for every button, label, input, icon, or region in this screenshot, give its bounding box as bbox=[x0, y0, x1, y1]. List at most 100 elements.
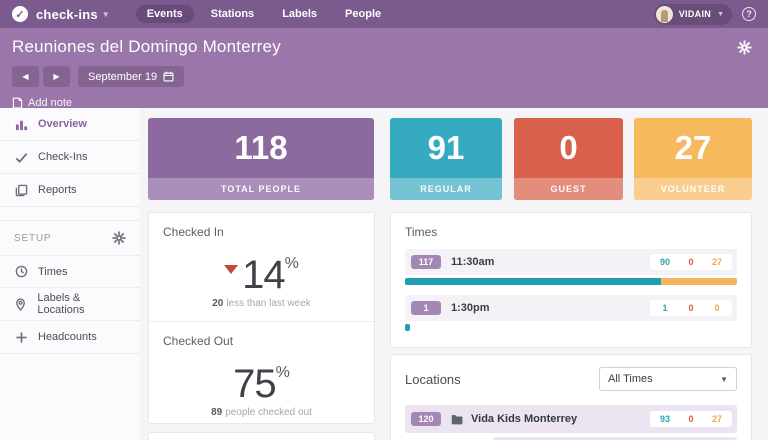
folder-icon bbox=[451, 414, 463, 425]
regular-value: 91 bbox=[427, 129, 465, 166]
add-note-label: Add note bbox=[28, 97, 73, 109]
checked-out-count: 89 people checked out bbox=[211, 407, 312, 418]
time-count-badge: 117 bbox=[411, 255, 441, 269]
time-progress-bar bbox=[405, 324, 410, 331]
user-menu[interactable]: VIDAIN ▼ bbox=[653, 3, 732, 25]
regular-bar-segment bbox=[405, 324, 410, 331]
guest-value: 0 bbox=[559, 129, 578, 166]
sidebar-item-label: Check-Ins bbox=[38, 151, 88, 163]
checked-out-section: Checked Out 75% 89 people checked out bbox=[149, 322, 374, 418]
nav-tab-labels[interactable]: Labels bbox=[282, 8, 318, 20]
nav-tab-events[interactable]: Events bbox=[135, 5, 194, 23]
volunteer-bar-segment bbox=[660, 278, 737, 285]
checked-out-title: Checked Out bbox=[163, 334, 234, 348]
time-row-130pm[interactable]: 1 1:30pm 1 0 0 bbox=[405, 295, 737, 321]
volunteer-count: 27 bbox=[711, 257, 722, 267]
arrow-right-icon: ▶ bbox=[53, 71, 60, 81]
date-label: September 19 bbox=[88, 70, 158, 83]
brand-name[interactable]: check-ins bbox=[36, 6, 98, 22]
sidebar-item-checkins[interactable]: Check-Ins bbox=[0, 141, 140, 174]
select-caret-icon: ▼ bbox=[720, 374, 728, 384]
regular-count: 93 bbox=[659, 414, 670, 424]
setup-gear-icon[interactable] bbox=[112, 231, 126, 245]
event-settings-gear-icon[interactable] bbox=[737, 40, 752, 55]
sidebar-item-label: Headcounts bbox=[38, 331, 97, 343]
guest-count: 0 bbox=[688, 257, 694, 267]
brand-chevron-down-icon[interactable]: ▼ bbox=[101, 9, 110, 19]
checked-in-out-panel: Checked In 14% 20 less than last week Che… bbox=[148, 212, 375, 424]
plus-icon bbox=[14, 331, 28, 344]
sidebar-item-label: Overview bbox=[38, 118, 87, 130]
time-counts: 1 0 0 bbox=[650, 300, 732, 316]
checked-in-title: Checked In bbox=[163, 225, 224, 239]
times-panel: Times 117 11:30am 90 0 27 1 1:30pm 1 bbox=[390, 212, 752, 348]
location-counts: 93 0 27 bbox=[650, 411, 732, 427]
stat-card-guest: 0 GUEST bbox=[514, 118, 623, 200]
guest-count: 0 bbox=[688, 414, 694, 424]
total-people-value: 118 bbox=[234, 129, 288, 166]
guest-label: GUEST bbox=[514, 178, 623, 200]
total-people-label: TOTAL PEOPLE bbox=[148, 178, 374, 200]
checked-in-delta: 20 less than last week bbox=[212, 298, 311, 309]
user-avatar bbox=[655, 5, 673, 23]
nav-tab-stations[interactable]: Stations bbox=[210, 8, 255, 20]
date-picker-button[interactable]: September 19 bbox=[78, 66, 185, 87]
locations-panel: Locations All Times ▼ 120 Vida Kids Mont… bbox=[390, 354, 752, 440]
user-chevron-down-icon: ▼ bbox=[717, 10, 724, 18]
sidebar-item-headcounts[interactable]: Headcounts bbox=[0, 321, 140, 354]
location-name: Vida Kids Monterrey bbox=[471, 413, 578, 425]
times-title: Times bbox=[405, 225, 438, 239]
time-progress-bar bbox=[405, 278, 737, 285]
user-name: VIDAIN bbox=[678, 9, 712, 19]
check-icon bbox=[14, 151, 28, 164]
regular-label: REGULAR bbox=[390, 178, 502, 200]
sidebar-item-labels-locations[interactable]: Labels & Locations bbox=[0, 288, 140, 321]
sidebar-spacer bbox=[0, 207, 140, 221]
add-note-link[interactable]: Add note bbox=[12, 97, 72, 109]
regular-count: 1 bbox=[662, 303, 668, 313]
nav-tab-people[interactable]: People bbox=[345, 8, 382, 20]
trend-down-icon bbox=[224, 265, 239, 274]
sidebar-item-reports[interactable]: Reports bbox=[0, 174, 140, 207]
guest-count: 0 bbox=[688, 303, 694, 313]
sidebar-setup-section: SETUP bbox=[0, 221, 140, 255]
sidebar-item-label: Labels & Locations bbox=[37, 292, 85, 316]
date-controls: ◀ ▶ September 19 bbox=[12, 66, 756, 87]
time-label: 1:30pm bbox=[451, 302, 490, 314]
checked-in-section: Checked In 14% 20 less than last week bbox=[149, 213, 374, 309]
checked-out-percent: 75% bbox=[233, 362, 290, 406]
time-label: 11:30am bbox=[451, 256, 495, 268]
location-row-vida-kids[interactable]: 120 Vida Kids Monterrey 93 0 27 bbox=[405, 405, 737, 433]
checkins-logo-icon[interactable]: ✓ bbox=[12, 6, 28, 22]
location-pin-icon bbox=[14, 297, 27, 311]
top-navbar: ✓ check-ins ▼ Events Stations Labels Peo… bbox=[0, 0, 768, 28]
sidebar-item-overview[interactable]: Overview bbox=[0, 108, 140, 141]
stat-card-regular: 91 REGULAR bbox=[390, 118, 502, 200]
time-counts: 90 0 27 bbox=[650, 254, 732, 270]
setup-label: SETUP bbox=[14, 232, 52, 244]
sidebar-item-label: Reports bbox=[38, 184, 77, 196]
clock-icon bbox=[14, 265, 28, 278]
navbar-right: VIDAIN ▼ ? bbox=[653, 3, 756, 25]
partial-panel bbox=[148, 432, 375, 440]
locations-header: Locations All Times ▼ bbox=[405, 367, 737, 391]
volunteer-label: VOLUNTEER bbox=[634, 178, 752, 200]
top-navigation: Events Stations Labels People bbox=[135, 5, 392, 23]
checked-in-percent: 14% bbox=[163, 253, 360, 298]
partial-location-row[interactable] bbox=[493, 437, 737, 440]
times-filter-select[interactable]: All Times ▼ bbox=[599, 367, 737, 391]
time-count-badge: 1 bbox=[411, 301, 441, 315]
volunteer-count: 0 bbox=[714, 303, 720, 313]
stat-card-volunteer: 27 VOLUNTEER bbox=[634, 118, 752, 200]
event-header: Reuniones del Domingo Monterrey ◀ ▶ Sept… bbox=[0, 28, 768, 109]
regular-bar-segment bbox=[405, 278, 661, 285]
sidebar-item-label: Times bbox=[38, 265, 68, 278]
next-day-button[interactable]: ▶ bbox=[43, 66, 70, 87]
time-row-1130am[interactable]: 117 11:30am 90 0 27 bbox=[405, 249, 737, 275]
event-title: Reuniones del Domingo Monterrey bbox=[12, 37, 281, 56]
sidebar-item-times[interactable]: Times bbox=[0, 255, 140, 288]
previous-day-button[interactable]: ◀ bbox=[12, 66, 39, 87]
regular-count: 90 bbox=[659, 257, 670, 267]
help-icon[interactable]: ? bbox=[742, 7, 756, 21]
